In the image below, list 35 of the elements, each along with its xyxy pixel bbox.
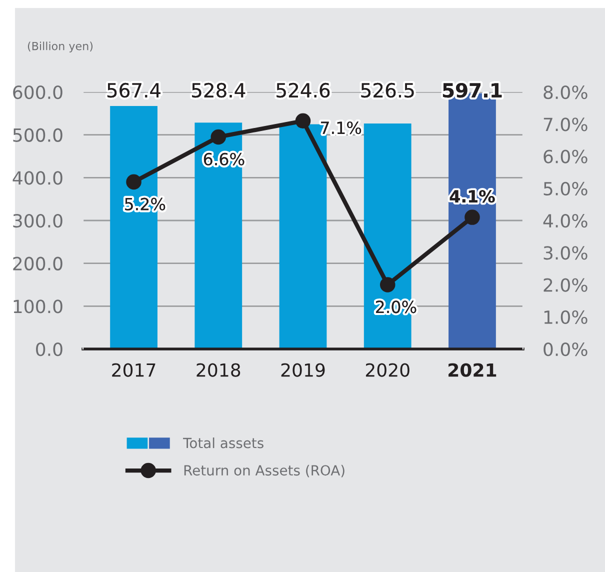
y-tick-label: 200.0 xyxy=(13,256,62,270)
y-tick-label: 500.0 xyxy=(13,128,62,142)
y2-tick-label: 2.0% xyxy=(544,278,588,292)
y-tick-label: 0.0 xyxy=(36,342,62,356)
point xyxy=(295,113,311,129)
y2-tick-label: 7.0% xyxy=(544,118,588,132)
y-tick-label: 100.0 xyxy=(14,300,62,314)
y-tick-label: 300.0 xyxy=(13,214,62,228)
x-tick-label: 2020 xyxy=(366,363,410,377)
data-label: 528.4 xyxy=(192,82,246,98)
x-tick-label: 2019 xyxy=(281,363,325,377)
y-tick-label: 400.0 xyxy=(12,171,62,185)
point xyxy=(380,277,396,292)
x-tick-label: 2018 xyxy=(196,363,240,377)
legend-label: Return on Assets (ROA) xyxy=(184,464,344,478)
legend-label: Total assets xyxy=(183,438,264,448)
y2-tick-label: 8.0% xyxy=(544,85,588,100)
x-tick-label: 2021 xyxy=(448,363,496,377)
point xyxy=(210,129,226,145)
y-tick-label: 600.0 xyxy=(13,85,62,100)
y2-tick-label: 0.0% xyxy=(544,342,588,356)
point xyxy=(464,210,480,225)
y2-tick-label: 4.0% xyxy=(543,214,588,228)
y2-tick-label: 6.0% xyxy=(544,150,588,164)
y2-tick-label: 5.0% xyxy=(544,182,588,196)
data-label: 524.6 xyxy=(276,82,330,98)
data-label: 526.5 xyxy=(361,82,414,98)
data-label: 4.1% xyxy=(450,190,495,203)
data-label: 567.4 xyxy=(107,82,161,98)
point xyxy=(126,174,142,190)
bar xyxy=(194,122,242,349)
y2-tick-label: 3.0% xyxy=(544,246,588,260)
x-tick-label: 2017 xyxy=(112,363,156,377)
y-axis-title: (Billion yen) xyxy=(28,42,93,52)
y2-tick-label: 1.0% xyxy=(544,310,588,324)
